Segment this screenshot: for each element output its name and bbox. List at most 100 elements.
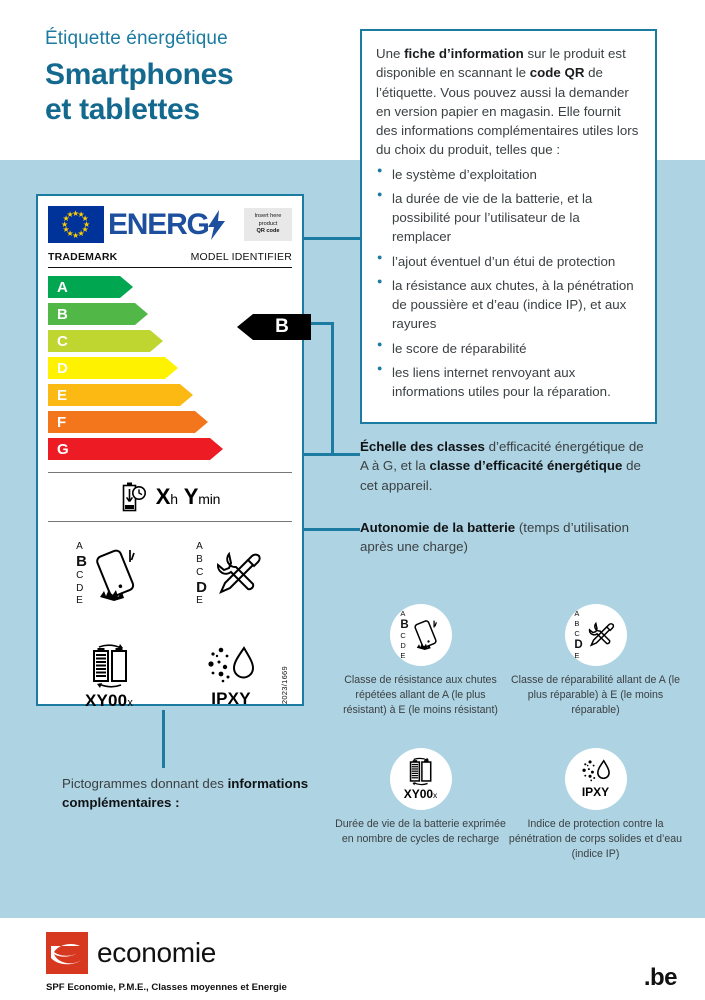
connector-class-vertical bbox=[331, 322, 334, 456]
ip-icon-group: IPXY bbox=[579, 759, 613, 799]
page-title-line2: et tablettes bbox=[45, 93, 200, 127]
ladder-letter-e: E bbox=[400, 650, 406, 660]
page-title: Smartphones et tablettes bbox=[45, 57, 345, 128]
eu-star: ★ bbox=[81, 225, 89, 234]
ladder-letter-c: C bbox=[196, 566, 204, 578]
ladder-letter-c: C bbox=[76, 569, 84, 581]
economie-logo-mark bbox=[46, 932, 88, 974]
callout-scale-t1: d’efficacité énergétique de A à G, et la bbox=[360, 439, 644, 474]
cycles-text: XY00 bbox=[84, 690, 128, 710]
callout-energy-scale: Échelle des classes d’efficacité énergét… bbox=[360, 437, 650, 495]
cycles-value: XY00x bbox=[85, 691, 133, 711]
energy-class-c: C bbox=[48, 330, 163, 352]
info-b2: code QR bbox=[529, 65, 585, 81]
dust-water-icon bbox=[208, 645, 255, 683]
ladder-letter-d: D bbox=[196, 578, 207, 596]
qr-code-placeholder: Insert here product QR code bbox=[244, 208, 292, 241]
list-item: la durée de vie de la batterie, et la po… bbox=[376, 188, 641, 247]
info-p1: Une bbox=[376, 46, 405, 61]
cycles-suffix: x bbox=[127, 696, 134, 709]
phone-drop-icon bbox=[96, 549, 135, 601]
eu-star: ★ bbox=[83, 219, 91, 229]
eu-star: ★ bbox=[77, 209, 85, 219]
ip-value: IPXY bbox=[581, 785, 610, 799]
cycles-suffix: x bbox=[433, 790, 438, 800]
autonomy-min-unit: min bbox=[198, 491, 221, 507]
eu-star: ★ bbox=[66, 209, 74, 219]
energy-class-a: A bbox=[48, 276, 133, 298]
explanation-circle: XY00x bbox=[389, 748, 452, 810]
connector-battery-horizontal bbox=[276, 528, 360, 531]
cycles-text: XY00 bbox=[403, 787, 434, 801]
phone-drop-icon bbox=[414, 620, 437, 650]
eu-star: ★ bbox=[72, 230, 80, 240]
ladder-letter-b: B bbox=[196, 554, 203, 566]
qr-line3: QR code bbox=[256, 228, 280, 235]
regulation-code: 2023/1669 bbox=[280, 665, 289, 704]
connector-qr-horizontal bbox=[290, 237, 360, 240]
info-p2: sur le produit est disponible en scannan… bbox=[376, 46, 626, 81]
caption-b1: informations complémentaires : bbox=[62, 776, 309, 811]
lightning-bolt-icon bbox=[207, 209, 225, 240]
picto-ip-rating: IPXY bbox=[170, 623, 292, 722]
ladder-letter-e: E bbox=[76, 595, 83, 607]
callout-battery-b1: Autonomie de la batterie bbox=[360, 520, 516, 535]
energy-class-letter: C bbox=[57, 332, 68, 350]
list-item: l’ajout éventuel d’un étui de protection bbox=[376, 251, 641, 271]
page-footer: economie SPF Economie, P.M.E., Classes m… bbox=[0, 918, 705, 1000]
info-p3: de l’étiquette. Vous pouvez aussi la dem… bbox=[376, 65, 639, 158]
callout-scale-b2: classe d’efficacité énergétique bbox=[429, 458, 623, 474]
wrench-screwdriver-icon bbox=[588, 621, 614, 647]
explanation-caption: Durée de vie de la batterie exprimée en … bbox=[335, 818, 506, 846]
ladder-letter-a: A bbox=[574, 609, 580, 619]
ladder-letter-c: C bbox=[400, 631, 406, 641]
wrench-screwdriver-icon bbox=[216, 551, 261, 594]
energy-class-letter: G bbox=[57, 440, 69, 458]
autonomy-y: Y bbox=[183, 484, 199, 509]
energ-wordmark: ENERG bbox=[108, 207, 210, 241]
list-item: la résistance aux chutes, à la pénétrati… bbox=[376, 275, 641, 334]
autonomy-h-unit: h bbox=[170, 491, 178, 507]
ladder-letter-a: A bbox=[400, 609, 406, 619]
energy-class-letter: F bbox=[57, 413, 67, 431]
info-bullet-list: le système d’exploitation la durée de vi… bbox=[376, 164, 641, 402]
ladder-letter-a: A bbox=[196, 541, 203, 553]
eu-star: ★ bbox=[72, 208, 80, 218]
autonomy-x: X bbox=[155, 484, 171, 509]
label-header: ★ ★ ★ ★ ★ ★ ★ ★ ★ ★ ★ ★ ENERG Insert here product Q… bbox=[38, 196, 302, 245]
info-box: Une fiche d’information sur le produit e… bbox=[360, 29, 657, 424]
economie-logo-word: economie bbox=[97, 937, 217, 968]
ladder-letter-d: D bbox=[76, 582, 84, 594]
explanation-ip-rating: IPXY Indice de protection contre la péné… bbox=[508, 748, 683, 862]
eu-star: ★ bbox=[61, 219, 69, 229]
caption-t1: Pictogrammes donnant des bbox=[62, 776, 228, 791]
ladder-letter-e: E bbox=[196, 595, 203, 607]
connector-picto-vertical bbox=[162, 710, 165, 768]
footer-subtitle: SPF Economie, P.M.E., Classes moyennes e… bbox=[46, 982, 287, 993]
callout-battery-t1: (temps d’utilisation après une charge) bbox=[360, 520, 629, 555]
ladder-letter-d: D bbox=[574, 638, 583, 651]
callout-scale-b1: Échelle des classes bbox=[360, 439, 485, 454]
energy-class-g: G bbox=[48, 438, 223, 460]
energy-class-d: D bbox=[48, 357, 178, 379]
battery-autonomy-strip: Xh Ymin bbox=[48, 472, 292, 522]
ip-value: IPXY bbox=[211, 688, 251, 708]
battery-cycles-icon bbox=[410, 757, 432, 786]
ladder-letter-a: A bbox=[76, 541, 83, 553]
qr-line2: product bbox=[258, 220, 278, 227]
ladder-letter-c: C bbox=[574, 628, 580, 638]
cycles-icon-group: XY00x bbox=[403, 757, 438, 801]
label-identity-row: TRADEMARK MODEL IDENTIFIER bbox=[48, 251, 292, 268]
info-b1: fiche d’information bbox=[404, 46, 524, 61]
ladder-letter-b: B bbox=[400, 619, 409, 632]
energy-class-letter: A bbox=[57, 278, 68, 296]
